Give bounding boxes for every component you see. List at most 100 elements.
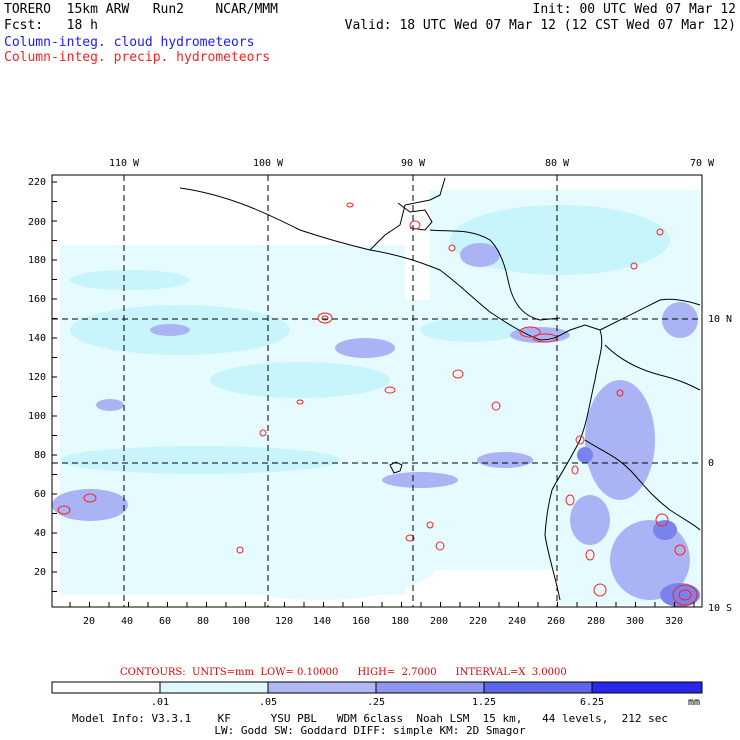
col-label: 40 — [121, 616, 133, 627]
cloud-cell — [382, 472, 458, 488]
col-label: 240 — [508, 616, 526, 627]
coastlines — [179, 177, 701, 601]
cloud-cell — [585, 380, 655, 500]
precip-contour — [57, 505, 71, 515]
precip-contour — [346, 202, 354, 208]
row-label: 200 — [28, 217, 46, 228]
latlon-gridlines — [52, 175, 702, 607]
row-label: 160 — [28, 294, 46, 305]
lat-label: 10 S — [708, 603, 732, 614]
precip-contour — [296, 399, 304, 405]
model-info-line1: Model Info: V3.3.1 KF YSU PBL WDM 6class… — [71, 712, 669, 725]
precip-contour — [83, 493, 97, 503]
col-label: 60 — [159, 616, 171, 627]
lon-label: 70 W — [690, 158, 715, 169]
cloud-band — [450, 205, 670, 275]
cloud-band — [70, 270, 190, 290]
row-label: 140 — [28, 333, 46, 344]
col-label: 80 — [197, 616, 209, 627]
col-label: 280 — [587, 616, 605, 627]
col-label: 120 — [275, 616, 293, 627]
cloud-cell — [662, 302, 698, 338]
lat-label: 0 — [708, 458, 714, 469]
coastline-mexico — [179, 177, 446, 251]
cloud-field-area — [200, 520, 440, 600]
cloud-cell — [335, 338, 395, 358]
colorbar-label: .01 — [151, 697, 169, 708]
precip-contour — [672, 584, 698, 606]
lon-label: 80 W — [545, 158, 570, 169]
cloud-band — [60, 446, 340, 474]
col-label: 320 — [665, 616, 683, 627]
colorbar-segment — [483, 681, 593, 694]
precip-contour — [616, 389, 624, 397]
border-guatemala — [397, 202, 433, 231]
cloud-cell — [510, 327, 570, 343]
precip-contour — [435, 541, 445, 551]
precip-contour — [405, 534, 415, 542]
cloud-band — [420, 318, 520, 342]
precip-contour — [656, 228, 664, 236]
precip-contour — [674, 544, 686, 556]
forecast-hour: Fcst: 18 h — [4, 18, 98, 33]
map-frame — [51, 174, 703, 608]
colorbar-segment — [267, 681, 377, 694]
col-label: 140 — [313, 616, 331, 627]
valid-time: Valid: 18 UTC Wed 07 Mar 12 (12 CST Wed … — [344, 18, 736, 33]
precip-contour — [448, 244, 456, 252]
colorbar-label: 1.25 — [472, 697, 496, 708]
model-info-line2: LW: Godd SW: Goddard DIFF: simple KM: 2D… — [214, 724, 526, 737]
col-label: 180 — [391, 616, 409, 627]
lon-label: 100 W — [253, 158, 284, 169]
coastline-central-america — [369, 249, 601, 341]
contour-info: CONTOURS: UNITS=mm LOW= 0.10000 HIGH= 2.… — [120, 667, 567, 678]
cloud-cell — [570, 495, 610, 545]
colorbar-segment — [591, 681, 703, 694]
precip-contour — [452, 369, 464, 379]
row-label: 120 — [28, 372, 46, 383]
precip-contour — [575, 435, 585, 445]
cloud-cell — [477, 452, 533, 468]
axis-ticks — [52, 181, 695, 607]
col-label: 100 — [232, 616, 250, 627]
lon-label: 90 W — [401, 158, 426, 169]
precip-contour — [409, 220, 421, 230]
colorbar-segment — [375, 681, 485, 694]
coastline-south-america-north — [599, 298, 701, 331]
precip-contours — [57, 202, 698, 606]
precip-contour — [321, 315, 329, 321]
row-label: 40 — [34, 528, 46, 539]
hydrometeor-field — [52, 190, 700, 607]
cloud-field-area — [395, 300, 565, 570]
legend-precip-hydrometeors: Column-integ. precip. hydrometeors — [4, 50, 271, 65]
colorbar-segment — [159, 681, 269, 694]
precip-contour — [259, 429, 267, 437]
legend-cloud-hydrometeors: Column-integ. cloud hydrometeors — [4, 35, 255, 50]
coastline-caribbean — [429, 229, 561, 321]
precip-contour — [655, 513, 669, 527]
precip-contour — [678, 589, 692, 601]
col-label: 260 — [547, 616, 565, 627]
precip-contour — [491, 401, 501, 411]
precip-contour — [317, 312, 333, 324]
border-colombia — [604, 344, 701, 391]
cloud-cell — [96, 399, 124, 411]
col-label: 220 — [469, 616, 487, 627]
colorbar-segment — [51, 681, 161, 694]
colorbar-unit: mm — [688, 697, 700, 708]
precip-contour — [236, 546, 244, 554]
row-label: 100 — [28, 411, 46, 422]
lon-label: 110 W — [109, 158, 140, 169]
precip-contour — [593, 583, 607, 597]
border-peru-brazil — [584, 439, 701, 531]
cloud-cell-strong — [577, 447, 593, 463]
model-title: TORERO 15km ARW Run2 NCAR/MMM — [4, 2, 278, 17]
lat-label: 10 N — [708, 314, 732, 325]
precip-contour — [519, 326, 541, 338]
row-label: 20 — [34, 567, 46, 578]
color-bar: .01 .05 .25 1.25 6.25 mm — [51, 681, 703, 708]
row-label: 220 — [28, 177, 46, 188]
row-label: 180 — [28, 255, 46, 266]
colorbar-label: .25 — [367, 697, 385, 708]
